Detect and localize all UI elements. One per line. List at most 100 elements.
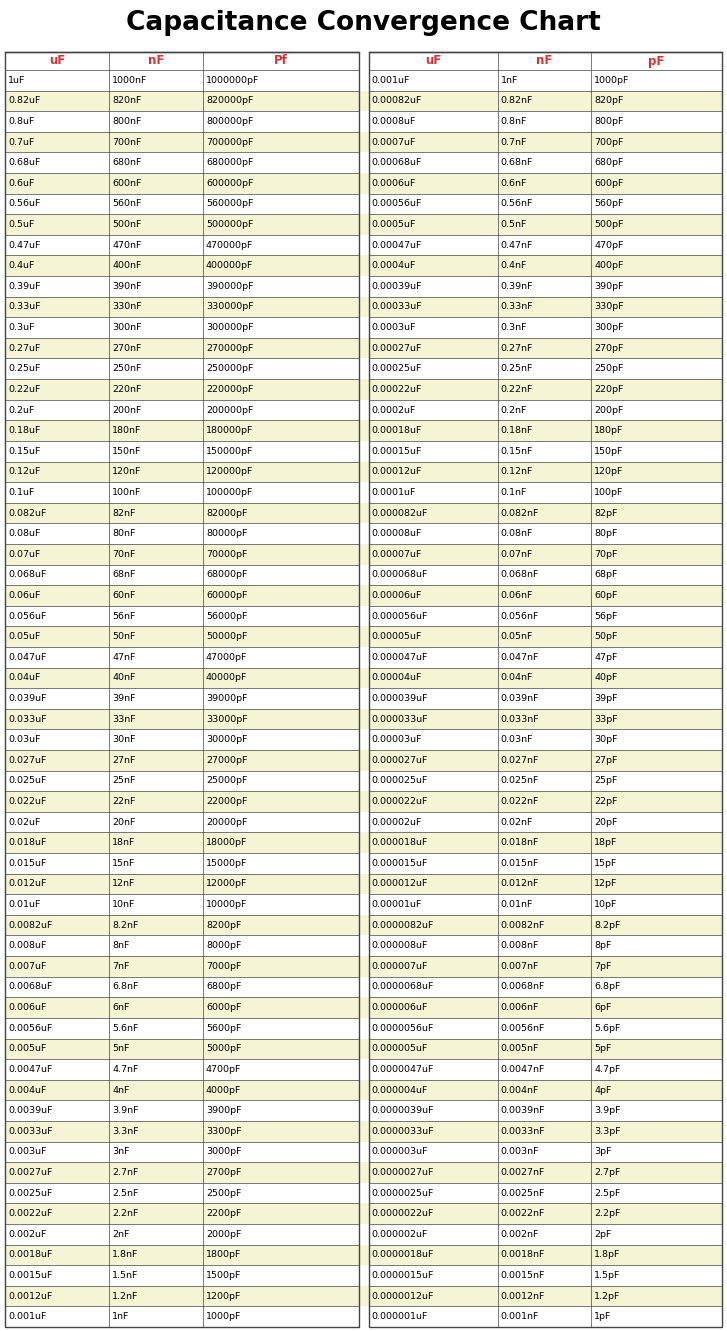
Bar bbox=[369, 1038, 722, 1059]
Text: 60nF: 60nF bbox=[112, 591, 136, 600]
Text: 100pF: 100pF bbox=[594, 488, 624, 496]
Text: 0.027uF: 0.027uF bbox=[8, 756, 47, 765]
Bar bbox=[5, 749, 358, 771]
Text: 70000pF: 70000pF bbox=[206, 550, 247, 559]
Text: 0.00027uF: 0.00027uF bbox=[371, 343, 422, 353]
Text: 330nF: 330nF bbox=[112, 302, 142, 311]
Bar bbox=[369, 791, 722, 812]
Bar bbox=[358, 586, 369, 606]
Text: 1000pF: 1000pF bbox=[594, 76, 630, 85]
Bar bbox=[358, 668, 369, 688]
Text: pF: pF bbox=[648, 55, 664, 68]
Text: 0.000047uF: 0.000047uF bbox=[371, 652, 428, 662]
Bar bbox=[5, 1225, 358, 1244]
Text: 820pF: 820pF bbox=[594, 96, 624, 105]
Text: 390nF: 390nF bbox=[112, 282, 142, 291]
Bar bbox=[5, 791, 358, 812]
Bar bbox=[358, 523, 369, 544]
Text: 470pF: 470pF bbox=[594, 241, 624, 250]
Text: 330pF: 330pF bbox=[594, 302, 624, 311]
Bar bbox=[5, 977, 358, 997]
Text: 0.0000025uF: 0.0000025uF bbox=[371, 1189, 434, 1198]
Text: 560pF: 560pF bbox=[594, 200, 624, 209]
Text: 82nF: 82nF bbox=[112, 508, 136, 518]
Bar bbox=[369, 1101, 722, 1121]
Text: 0.56uF: 0.56uF bbox=[8, 200, 41, 209]
Text: 7nF: 7nF bbox=[112, 962, 129, 970]
Bar bbox=[358, 914, 369, 936]
Bar bbox=[358, 1018, 369, 1038]
Text: 500000pF: 500000pF bbox=[206, 220, 253, 229]
Text: 0.007uF: 0.007uF bbox=[8, 962, 47, 970]
Text: 0.0006uF: 0.0006uF bbox=[371, 178, 416, 188]
Bar bbox=[5, 91, 358, 112]
Bar bbox=[369, 317, 722, 338]
Text: 0.8nF: 0.8nF bbox=[500, 117, 527, 126]
Text: 1000000pF: 1000000pF bbox=[206, 76, 260, 85]
Text: 70pF: 70pF bbox=[594, 550, 617, 559]
Text: 0.039nF: 0.039nF bbox=[500, 693, 539, 703]
Text: 0.25nF: 0.25nF bbox=[500, 365, 533, 373]
Text: 500nF: 500nF bbox=[112, 220, 142, 229]
Bar bbox=[5, 132, 358, 153]
Text: 0.02nF: 0.02nF bbox=[500, 817, 533, 827]
Text: 0.006uF: 0.006uF bbox=[8, 1004, 47, 1012]
Text: 0.0000068uF: 0.0000068uF bbox=[371, 982, 434, 992]
Bar bbox=[358, 297, 369, 317]
Text: 0.0001uF: 0.0001uF bbox=[371, 488, 416, 496]
Bar bbox=[5, 606, 358, 627]
Text: 68pF: 68pF bbox=[594, 571, 617, 579]
Text: 0.0000082uF: 0.0000082uF bbox=[371, 921, 434, 929]
Text: 0.008nF: 0.008nF bbox=[500, 941, 539, 950]
Bar bbox=[358, 606, 369, 627]
Bar bbox=[358, 91, 369, 112]
Bar bbox=[369, 977, 722, 997]
Text: 3.3nF: 3.3nF bbox=[112, 1127, 139, 1135]
Bar bbox=[369, 1079, 722, 1101]
Bar bbox=[358, 317, 369, 338]
Text: 5nF: 5nF bbox=[112, 1045, 129, 1053]
Text: 0.0000027uF: 0.0000027uF bbox=[371, 1167, 434, 1177]
Text: 0.00056uF: 0.00056uF bbox=[371, 200, 422, 209]
Text: 30pF: 30pF bbox=[594, 735, 618, 744]
Text: 1.8nF: 1.8nF bbox=[112, 1250, 139, 1259]
Text: 0.68nF: 0.68nF bbox=[500, 158, 533, 168]
Bar bbox=[5, 52, 358, 71]
Text: 8000pF: 8000pF bbox=[206, 941, 241, 950]
Text: 47nF: 47nF bbox=[112, 652, 136, 662]
Bar bbox=[358, 338, 369, 358]
Bar bbox=[369, 276, 722, 297]
Text: 600nF: 600nF bbox=[112, 178, 142, 188]
Text: 0.000003uF: 0.000003uF bbox=[371, 1147, 428, 1157]
Text: 0.047nF: 0.047nF bbox=[500, 652, 539, 662]
Text: 0.000015uF: 0.000015uF bbox=[371, 858, 428, 868]
Text: 70nF: 70nF bbox=[112, 550, 136, 559]
Text: 0.0000018uF: 0.0000018uF bbox=[371, 1250, 434, 1259]
Bar bbox=[5, 564, 358, 586]
Bar bbox=[5, 709, 358, 729]
Bar bbox=[369, 1183, 722, 1203]
Text: 0.068nF: 0.068nF bbox=[500, 571, 539, 579]
Text: 0.0033uF: 0.0033uF bbox=[8, 1127, 52, 1135]
Bar bbox=[358, 1079, 369, 1101]
Text: 1nF: 1nF bbox=[500, 76, 518, 85]
Bar bbox=[369, 71, 722, 91]
Text: 30nF: 30nF bbox=[112, 735, 136, 744]
Text: 0.05nF: 0.05nF bbox=[500, 632, 533, 642]
Text: 400pF: 400pF bbox=[594, 261, 624, 270]
Text: 0.68uF: 0.68uF bbox=[8, 158, 41, 168]
Bar bbox=[358, 234, 369, 256]
Text: 40nF: 40nF bbox=[112, 673, 136, 683]
Bar bbox=[358, 729, 369, 749]
Text: 3.3pF: 3.3pF bbox=[594, 1127, 621, 1135]
Text: 0.82uF: 0.82uF bbox=[8, 96, 41, 105]
Text: 330000pF: 330000pF bbox=[206, 302, 254, 311]
Text: 0.4nF: 0.4nF bbox=[500, 261, 527, 270]
Text: 50000pF: 50000pF bbox=[206, 632, 247, 642]
Text: 700000pF: 700000pF bbox=[206, 137, 253, 146]
Text: 3.9pF: 3.9pF bbox=[594, 1106, 621, 1115]
Text: 390pF: 390pF bbox=[594, 282, 624, 291]
Bar bbox=[369, 729, 722, 749]
Bar bbox=[358, 1225, 369, 1244]
Text: 0.3nF: 0.3nF bbox=[500, 323, 527, 331]
